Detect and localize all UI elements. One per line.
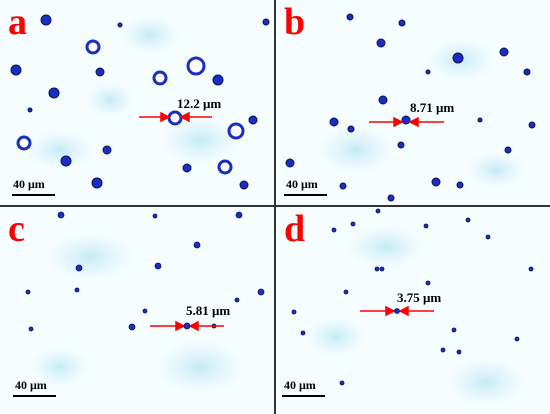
- horizontal-divider: [0, 205, 550, 207]
- panel-c-scale-text: 40 μm: [15, 378, 47, 392]
- panel-d-arrows: [360, 305, 434, 317]
- panel-a-arrows: [139, 111, 212, 123]
- panel-b: b 8.71 μm 40 μm: [276, 0, 550, 205]
- panel-a-micrograph: [10, 14, 270, 190]
- panel-c-size-label: 5.81 μm: [186, 303, 231, 318]
- panel-c: c 5.81 μm 40 μm: [0, 207, 274, 414]
- panel-d-scale-text: 40 μm: [284, 378, 316, 392]
- panel-a-scale-text: 40 μm: [13, 177, 45, 191]
- panel-a-scale-bar: [12, 194, 55, 196]
- panel-a-label: a: [8, 1, 27, 43]
- panel-b-micrograph: [285, 13, 536, 202]
- panel-d-particles: [291, 208, 534, 386]
- panel-d-label: d: [284, 208, 306, 250]
- vertical-divider: [274, 0, 276, 414]
- panel-b-size-label: 8.71 μm: [410, 100, 455, 115]
- panel-a-size-label: 12.2 μm: [177, 96, 222, 111]
- panel-d-micrograph: [291, 208, 534, 407]
- panel-b-particles: [285, 13, 536, 202]
- panel-c-particles: [25, 211, 265, 332]
- panel-a: a 12.2 μm 40 μm: [0, 0, 274, 205]
- panel-b-arrows: [369, 116, 444, 128]
- panel-b-label: b: [284, 1, 306, 43]
- panel-c-label: c: [8, 208, 25, 250]
- panel-c-micrograph: [25, 211, 265, 395]
- panel-d-scale-bar: [282, 395, 325, 397]
- panel-a-particles: [10, 14, 270, 190]
- panel-c-arrows: [150, 320, 224, 332]
- panel-d: d 3.75 μm 40 μm: [276, 207, 550, 414]
- panel-d-size-label: 3.75 μm: [397, 290, 442, 305]
- panel-b-scale-bar: [284, 194, 327, 196]
- panel-c-scale-bar: [13, 395, 56, 397]
- panel-b-scale-text: 40 μm: [286, 177, 318, 191]
